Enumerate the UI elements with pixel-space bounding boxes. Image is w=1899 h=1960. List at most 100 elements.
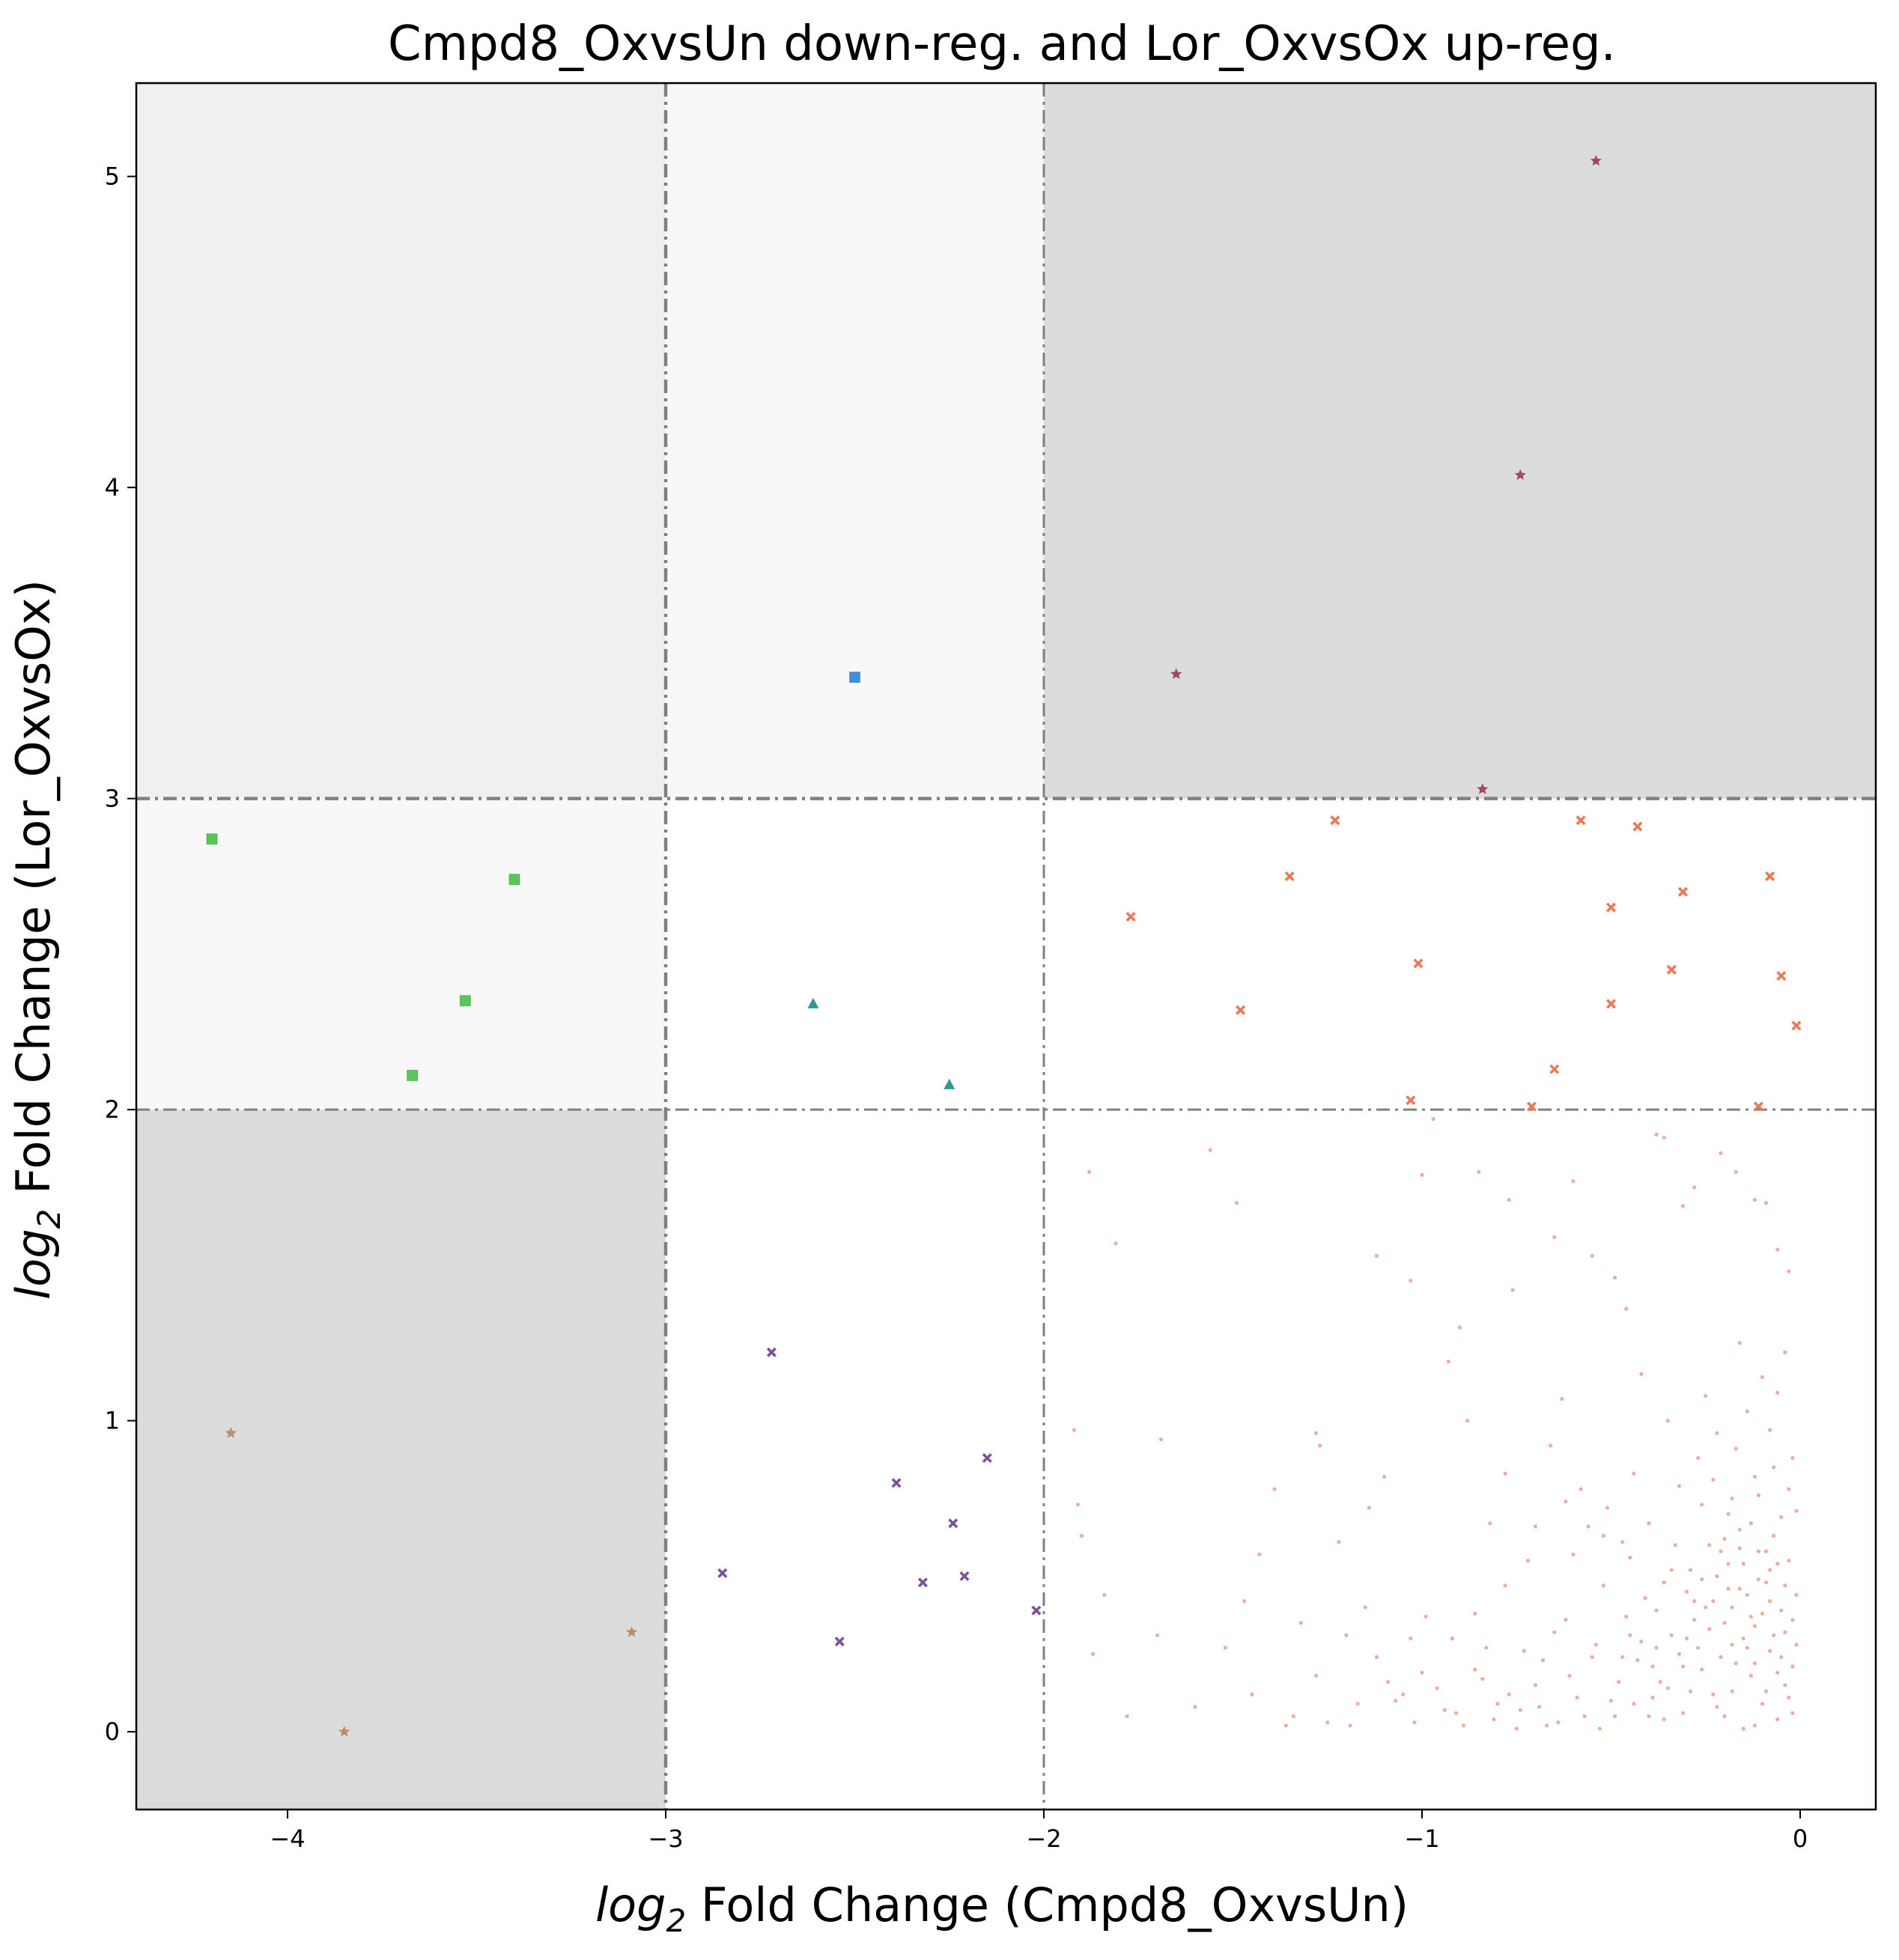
chart-title: Cmpd8_OxvsUn down-reg. and Lor_OxvsOx up… <box>388 16 1616 72</box>
data-point <box>1684 1589 1689 1594</box>
y-tick-label: 5 <box>105 162 120 191</box>
data-point <box>1590 1655 1594 1660</box>
data-point <box>959 1571 970 1581</box>
data-point <box>1564 1500 1568 1504</box>
data-point <box>1597 1726 1602 1731</box>
data-point <box>1394 1698 1398 1703</box>
data-point <box>1514 1726 1519 1731</box>
data-point <box>1775 1717 1780 1722</box>
data-point <box>1692 1599 1697 1604</box>
data-point <box>1715 1431 1719 1435</box>
data-point <box>1680 1204 1686 1208</box>
data-point <box>1647 1714 1651 1718</box>
data-point <box>1250 1692 1254 1696</box>
data-point <box>1556 1720 1561 1725</box>
data-point <box>1283 1723 1288 1728</box>
data-point <box>1477 783 1489 794</box>
data-point <box>1582 1714 1587 1718</box>
data-point <box>1790 1455 1795 1461</box>
data-point <box>1382 1474 1387 1479</box>
data-point <box>1091 1652 1096 1656</box>
data-point <box>1748 1673 1753 1678</box>
data-point <box>1158 1437 1164 1442</box>
data-point <box>1662 1580 1666 1585</box>
data-point <box>1680 1711 1686 1715</box>
data-point <box>1075 1503 1081 1507</box>
data-point <box>1450 1636 1454 1641</box>
data-point <box>1424 1614 1428 1619</box>
data-point <box>1650 1664 1655 1669</box>
data-point <box>1601 1583 1605 1588</box>
data-point <box>1700 1667 1704 1672</box>
y-tick-label: 2 <box>105 1095 120 1124</box>
data-point <box>1737 1341 1742 1345</box>
data-point <box>1318 1443 1322 1448</box>
data-point <box>1719 1549 1723 1553</box>
data-point <box>1678 886 1688 897</box>
data-point <box>1726 1562 1731 1566</box>
data-point <box>407 1070 419 1081</box>
data-point <box>1420 1172 1424 1177</box>
data-point <box>338 1726 350 1737</box>
data-point <box>1688 1568 1693 1572</box>
data-point <box>1790 1711 1795 1715</box>
data-point <box>1688 1689 1693 1693</box>
data-point <box>1745 1646 1749 1650</box>
data-point <box>1741 1562 1745 1566</box>
data-point <box>1680 1664 1686 1669</box>
data-point <box>1700 1577 1704 1582</box>
data-point <box>1575 1695 1579 1700</box>
data-point <box>206 833 218 845</box>
data-point <box>225 1427 237 1438</box>
data-point <box>1756 1493 1761 1497</box>
data-point <box>625 1626 638 1637</box>
data-point <box>1125 912 1136 922</box>
data-point <box>1412 1720 1417 1725</box>
data-point <box>1606 902 1616 913</box>
threshold-lines <box>136 83 1876 1810</box>
data-point <box>1650 1695 1655 1700</box>
y-tick-label: 3 <box>105 785 120 813</box>
data-point <box>1665 1419 1670 1423</box>
y-tick-label: 1 <box>105 1407 120 1435</box>
data-point <box>1763 1580 1769 1585</box>
data-point <box>1692 1185 1697 1190</box>
data-point <box>1612 1275 1617 1280</box>
data-point <box>1473 1611 1477 1616</box>
data-point <box>1677 1652 1681 1656</box>
data-point <box>1704 1393 1708 1398</box>
data-point <box>1794 1509 1799 1513</box>
data-point <box>1632 1471 1636 1476</box>
data-point <box>1741 1636 1745 1641</box>
data-point <box>1567 1673 1572 1678</box>
data-point <box>1748 1521 1753 1526</box>
data-point <box>1760 1702 1765 1706</box>
data-point <box>1079 1533 1084 1538</box>
data-point <box>1711 1692 1716 1696</box>
y-tick-label: 4 <box>105 473 120 502</box>
data-point <box>1711 1477 1716 1482</box>
data-point <box>1719 1655 1723 1660</box>
data-point <box>1745 1409 1749 1413</box>
data-point <box>1775 1670 1780 1675</box>
data-point <box>1208 1148 1212 1152</box>
data-point <box>1628 1633 1632 1637</box>
data-point <box>1586 1524 1590 1529</box>
data-point <box>1628 1555 1632 1560</box>
data-point <box>1442 1708 1447 1712</box>
data-point <box>1087 1169 1092 1174</box>
data-point <box>1330 815 1340 826</box>
data-point <box>1510 1288 1515 1292</box>
data-point <box>1684 1636 1689 1641</box>
x-tick-label: 0 <box>1793 1824 1808 1853</box>
data-point <box>1730 1643 1734 1647</box>
data-point <box>1409 1636 1413 1641</box>
data-point <box>1590 154 1602 166</box>
data-point <box>1763 1201 1769 1205</box>
data-point <box>1696 1646 1701 1650</box>
data-point <box>948 1518 958 1529</box>
data-point <box>1737 1586 1742 1591</box>
data-point <box>1473 1667 1477 1672</box>
data-point <box>1507 1198 1511 1202</box>
data-point <box>1730 1689 1734 1693</box>
